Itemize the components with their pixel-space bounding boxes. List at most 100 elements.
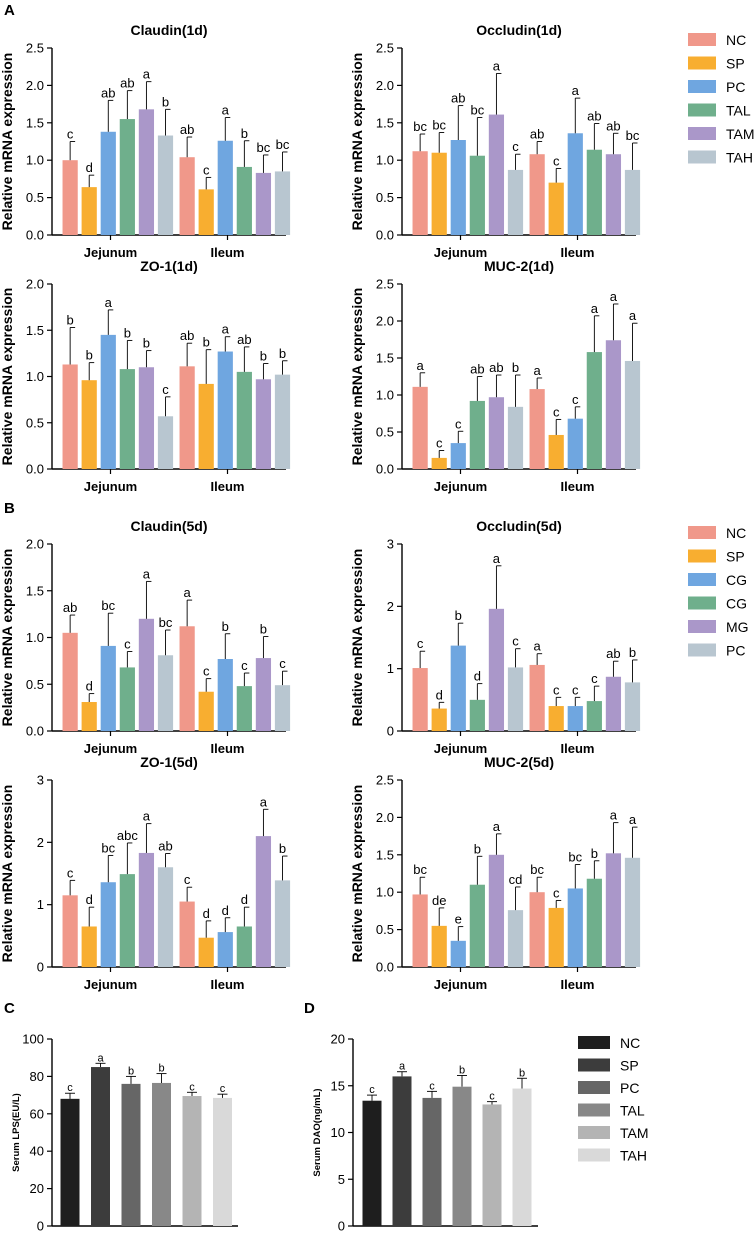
bar-nc-ileum: [529, 154, 545, 235]
bar-cg-ileum: [217, 659, 233, 731]
significance-letter: a: [629, 812, 637, 827]
significance-letter: d: [86, 679, 93, 694]
significance-letter: a: [493, 819, 501, 834]
bar-sp-jejunum: [431, 152, 447, 235]
bar-mg-ileum: [605, 853, 622, 967]
y-axis-label: Relative mRNA expression: [0, 549, 15, 727]
y-axis-label: Serum DAO(ng/mL): [312, 1088, 323, 1176]
y-tick-label: 0.0: [26, 228, 44, 243]
legend-swatch: [578, 1036, 610, 1049]
bar-nc-ileum: [179, 901, 195, 967]
legend-label: NC: [726, 525, 746, 541]
chart-claudin-1d: Claudin(1d) Relative mRNA expression 0.0 0.…: [0, 22, 291, 260]
chart-zo1-5d: ZO-1(5d) Relative mRNA expression 0 1 2 3 Jeju…: [0, 754, 291, 992]
bar-tam: [182, 1096, 202, 1226]
bar-pc-jejunum: [450, 140, 466, 235]
significance-letter: ab: [489, 360, 503, 375]
y-tick-label: 1: [37, 897, 44, 912]
significance-letter: de: [432, 893, 446, 908]
significance-letter: c: [203, 664, 210, 679]
chart-title: Claudin(1d): [131, 22, 208, 38]
y-tick-label: 2.5: [26, 41, 44, 56]
significance-letter: a: [591, 301, 599, 316]
bar-sp-ileum: [198, 189, 214, 235]
y-tick-label: 2.0: [26, 78, 44, 93]
panel-letter-d: D: [304, 1000, 315, 1017]
significance-letter: a: [534, 639, 542, 654]
bar-sp-ileum: [198, 383, 214, 469]
y-tick-label: 2.5: [376, 41, 394, 56]
x-category-label: Ileum: [211, 245, 245, 260]
significance-letter: a: [184, 585, 192, 600]
significance-letter: c: [553, 682, 560, 697]
bar-nc: [362, 1100, 382, 1226]
bar-tal-jejunum: [119, 369, 135, 469]
x-category-label: Jejunum: [84, 741, 137, 756]
y-tick-label: 0.0: [376, 462, 394, 477]
legend-swatch: [688, 56, 716, 70]
y-tick-label: 2: [37, 835, 44, 850]
significance-letter: a: [143, 67, 151, 82]
y-axis-label: Relative mRNA expression: [349, 288, 365, 466]
bar-tal-ileum: [586, 149, 602, 235]
legend-label: TAL: [620, 1103, 645, 1119]
bar-tam: [482, 1104, 502, 1226]
bar-pc-ileum: [217, 140, 233, 235]
bar-sp-ileum: [198, 691, 214, 731]
significance-letter: a: [260, 794, 268, 809]
significance-letter: d: [203, 906, 210, 921]
bar-tah-ileum: [274, 374, 291, 469]
chart-muc2-1d: MUC-2(1d) Relative mRNA expression 0.0 0.5 1…: [349, 258, 641, 494]
bar-tal-ileum: [236, 166, 252, 235]
y-tick-label: 0.0: [26, 462, 44, 477]
bar-nc-jejunum: [62, 895, 78, 967]
bar-sp-jejunum: [431, 457, 447, 469]
significance-letter: d: [86, 892, 93, 907]
y-tick-label: 0.5: [26, 677, 44, 692]
chart-muc2-5d: MUC-2(5d) Relative mRNA expression 0.0 0.5 1…: [349, 754, 641, 992]
bar-tal-ileum: [586, 352, 602, 469]
significance-letter: b: [67, 312, 74, 327]
bar-sp: [392, 1076, 412, 1226]
y-tick-label: 0: [338, 1219, 345, 1234]
significance-letter: c: [572, 392, 579, 407]
significance-letter: e: [455, 912, 462, 927]
bar-nc-jejunum: [412, 386, 428, 469]
bar-nc-jejunum: [62, 160, 78, 235]
significance-letter: ab: [606, 118, 620, 133]
y-axis-label: Relative mRNA expression: [0, 288, 15, 466]
bar-sp-ileum: [548, 907, 564, 967]
bar-tal-ileum: [236, 371, 252, 469]
significance-letter: c: [67, 865, 74, 880]
y-tick-label: 0.5: [376, 190, 394, 205]
legend-label: SP: [726, 549, 745, 565]
significance-letter: bc: [530, 862, 544, 877]
significance-letter: a: [572, 83, 580, 98]
significance-letter: b: [260, 622, 267, 637]
bar-mg-jejunum: [488, 854, 505, 967]
bar-nc-jejunum: [412, 151, 428, 235]
bar-sp-ileum: [548, 706, 564, 731]
bar-cg-jejunum: [100, 645, 116, 731]
bar-sp-ileum: [548, 182, 564, 235]
significance-letter: a: [143, 566, 151, 581]
significance-letter: ab: [101, 85, 115, 100]
bar-sp-jejunum: [81, 702, 97, 731]
significance-letter: a: [610, 808, 618, 823]
y-tick-label: 2.5: [376, 277, 394, 292]
bar-pc-ileum: [567, 133, 583, 235]
legend-swatch: [688, 80, 716, 93]
y-tick-label: 0: [387, 724, 394, 739]
y-tick-label: 0.5: [376, 425, 394, 440]
y-axis-label: Relative mRNA expression: [349, 53, 365, 231]
chart-occludin-1d: Occludin(1d) Relative mRNA expression 0.0 0…: [349, 22, 641, 260]
significance-letter: b: [203, 335, 210, 350]
y-tick-label: 1.5: [376, 115, 394, 130]
x-category-label: Ileum: [211, 977, 245, 992]
panel-letter-c: C: [4, 1000, 15, 1017]
significance-letter: c: [553, 404, 560, 419]
significance-letter: b: [519, 1067, 525, 1079]
bar-sp-jejunum: [81, 380, 97, 469]
chart-serum-lps: Serum LPS(EU/L) 0 20 40 60 80 100 c a b b c c: [11, 1032, 238, 1234]
bar-nc: [60, 1098, 80, 1226]
